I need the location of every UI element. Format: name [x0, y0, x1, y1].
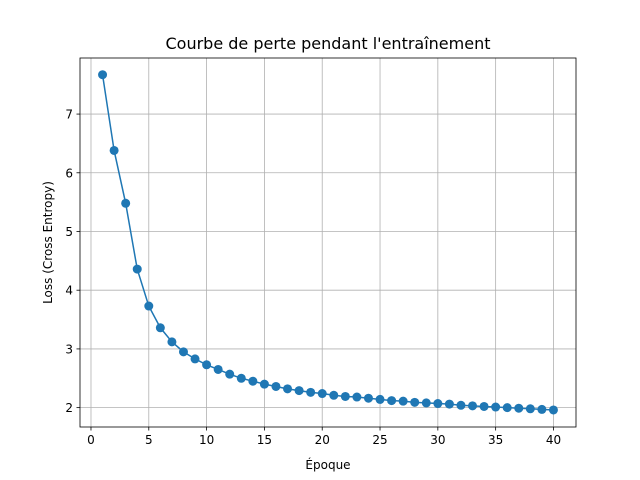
data-point	[456, 400, 466, 410]
data-point	[340, 391, 350, 401]
data-point	[317, 389, 327, 399]
plot-area	[80, 58, 576, 427]
data-point	[121, 198, 131, 208]
loss-line	[101, 74, 554, 411]
series-group	[98, 70, 558, 415]
data-point	[433, 399, 443, 409]
y-tick-label: 3	[65, 342, 73, 356]
y-tick-label: 4	[65, 284, 73, 298]
data-point	[525, 404, 535, 414]
data-point	[236, 373, 246, 383]
x-tick-label: 25	[372, 433, 387, 447]
x-tick-label: 15	[257, 433, 272, 447]
x-axis-label: Époque	[305, 457, 350, 472]
data-point	[387, 396, 397, 406]
y-tick-label: 5	[65, 225, 73, 239]
data-point	[352, 392, 362, 402]
y-axis-ticks: 2 3 4 5 6 7	[65, 108, 80, 415]
y-tick-label: 2	[65, 401, 73, 415]
data-point	[294, 386, 304, 396]
y-axis-label: Loss (Cross Entropy)	[41, 181, 55, 304]
data-point	[410, 397, 420, 407]
data-point	[444, 399, 454, 409]
data-point	[144, 301, 154, 311]
x-tick-label: 20	[315, 433, 330, 447]
data-point	[213, 364, 223, 374]
x-tick-label: 0	[87, 433, 95, 447]
data-point	[132, 264, 142, 274]
data-point	[155, 323, 165, 333]
data-point	[375, 394, 385, 404]
chart-title: Courbe de perte pendant l'entraînement	[166, 34, 491, 53]
data-point	[491, 402, 501, 412]
x-tick-label: 5	[145, 433, 153, 447]
data-point	[259, 379, 269, 389]
data-point	[283, 384, 293, 394]
y-tick-label: 6	[65, 166, 73, 180]
x-axis-ticks: 0 5 10 15 20 25 30 35 40	[87, 427, 561, 447]
data-point	[306, 387, 316, 397]
data-point	[468, 401, 478, 411]
data-point	[167, 337, 177, 347]
data-point	[363, 393, 373, 403]
data-point	[190, 354, 200, 364]
data-point	[178, 347, 188, 357]
data-point	[502, 403, 512, 413]
data-point	[421, 398, 431, 408]
plot-frame	[79, 57, 577, 428]
x-tick-label: 30	[430, 433, 445, 447]
data-point	[548, 405, 558, 415]
data-point	[271, 381, 281, 391]
x-tick-label: 10	[199, 433, 214, 447]
data-point	[537, 404, 547, 414]
data-point	[398, 396, 408, 406]
data-point	[329, 390, 339, 400]
data-point	[479, 401, 489, 411]
data-point	[225, 369, 235, 379]
x-tick-label: 35	[488, 433, 503, 447]
data-point	[202, 360, 212, 370]
data-point	[98, 70, 108, 80]
data-point	[514, 403, 524, 413]
data-point	[248, 376, 258, 386]
data-point	[109, 145, 119, 155]
x-tick-label: 40	[546, 433, 561, 447]
y-tick-label: 7	[65, 108, 73, 122]
